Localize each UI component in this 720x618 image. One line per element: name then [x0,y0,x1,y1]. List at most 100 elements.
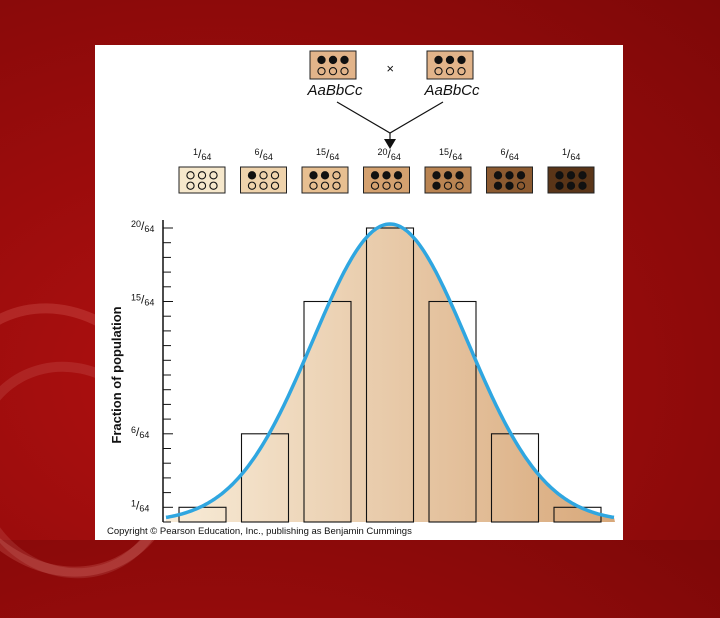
light-allele-dot [434,67,443,76]
light-allele-dot [259,171,268,180]
light-allele-dot [209,171,218,180]
dark-allele-dot [455,171,464,180]
fraction-numerator: 15 [439,147,449,157]
light-allele-dot [197,171,207,180]
fraction-numerator: 20 [378,147,388,157]
bar [490,433,540,523]
offspring-phenotype: 6/64 [486,147,533,194]
parent1-genotype-label: AaBbCc [306,82,363,99]
offspring-row: 1/64 6/64 15/64 20/64 15/64 6/64 1/64 [178,147,595,194]
y-tick-label: 1/64 [131,498,149,513]
light-allele-dot [332,171,341,180]
copyright-notice: Copyright © Pearson Education, Inc., pub… [107,526,412,537]
light-allele-dot [340,67,349,76]
y-tick-labels: 1/64 6/64 15/64 20/64 [131,219,154,513]
light-allele-dot [270,181,280,190]
light-allele-dot [259,181,268,190]
light-allele-dot [247,181,257,190]
light-allele-dot [328,67,338,76]
fraction-numerator: 6 [501,147,506,157]
light-allele-dot [443,181,453,190]
chart-area: 1/64 6/64 15/64 20/64 Fraction of populatio… [109,219,615,523]
light-allele-dot [382,181,391,190]
light-allele-dot [445,67,455,76]
light-allele-dot [209,181,218,190]
light-allele-dot [317,67,326,76]
dark-allele-dot [445,55,455,65]
dark-allele-dot [328,55,338,65]
light-allele-dot [393,181,403,190]
offspring-phenotype: 1/64 [547,147,595,194]
fraction-denominator: 64 [329,152,339,162]
dark-allele-dot [247,171,257,180]
offspring-phenotype: 6/64 [240,147,287,194]
dark-allele-dot [434,55,443,65]
offspring-fraction: 15/64 [439,147,462,162]
parent1-allele-box [309,50,357,80]
dark-allele-dot [578,171,587,180]
offspring-fraction: 20/64 [378,147,401,162]
bars-group [178,227,602,523]
fraction-denominator: 64 [201,152,211,162]
cross-arrow-lines [336,101,444,134]
fraction-denominator: 64 [391,152,401,162]
y-tick-label: 15/64 [131,293,154,308]
light-allele-dot [332,181,341,190]
dark-allele-dot [309,171,318,180]
y-tick-label: 6/64 [131,425,149,440]
dark-allele-dot [320,171,330,180]
offspring-phenotype: 15/64 [424,147,472,194]
light-allele-dot [516,181,526,190]
dark-allele-dot [555,171,564,180]
light-allele-dot [186,181,195,190]
dark-allele-dot [493,181,503,190]
dark-allele-dot [393,171,403,180]
cross-arrow-head [384,139,396,149]
fraction-denominator: 64 [263,152,273,162]
offspring-fraction: 1/64 [193,147,211,162]
offspring-phenotype: 15/64 [301,147,349,194]
dark-allele-dot [505,171,514,180]
dark-allele-dot [516,171,526,180]
fraction-denominator: 64 [570,152,580,162]
dark-allele-dot [566,171,576,180]
light-allele-dot [370,181,380,190]
dark-allele-dot [443,171,453,180]
dark-allele-dot [505,181,514,190]
light-allele-dot [270,171,280,180]
dark-allele-dot [370,171,380,180]
light-allele-dot [309,181,318,190]
light-allele-dot [455,181,464,190]
polygenic-inheritance-figure: × AaBbCc AaBbCc 1/64 6/64 15/64 20/64 15/64 6… [107,50,615,537]
dark-allele-dot [317,55,326,65]
light-allele-dot [320,181,330,190]
offspring-fraction: 6/64 [501,147,519,162]
bar [365,227,415,523]
dark-allele-dot [578,181,587,190]
y-axis-label: Fraction of population [109,306,124,443]
parent2-allele-box [426,50,474,80]
fraction-numerator: 6 [255,147,260,157]
dark-allele-dot [566,181,576,190]
y-tick-label: 20/64 [131,219,154,234]
bar [428,300,477,523]
fraction-numerator: 1 [562,147,567,157]
fraction-denominator: 64 [509,152,519,162]
fraction-numerator: 15 [316,147,326,157]
light-allele-dot [457,67,466,76]
parent2-genotype-label: AaBbCc [423,82,480,99]
dark-allele-dot [457,55,466,65]
distribution-area [166,224,615,522]
light-allele-dot [197,181,207,190]
offspring-phenotype: 1/64 [178,147,226,194]
offspring-fraction: 1/64 [562,147,580,162]
bar [240,433,290,523]
figure-panel: × AaBbCc AaBbCc 1/64 6/64 15/64 20/64 15/64 6… [95,45,623,540]
offspring-fraction: 6/64 [255,147,273,162]
dark-allele-dot [555,181,564,190]
dark-allele-dot [432,181,441,190]
fraction-numerator: 1 [193,147,198,157]
fraction-denominator: 64 [452,152,462,162]
bar [303,300,352,523]
dark-allele-dot [493,171,503,180]
